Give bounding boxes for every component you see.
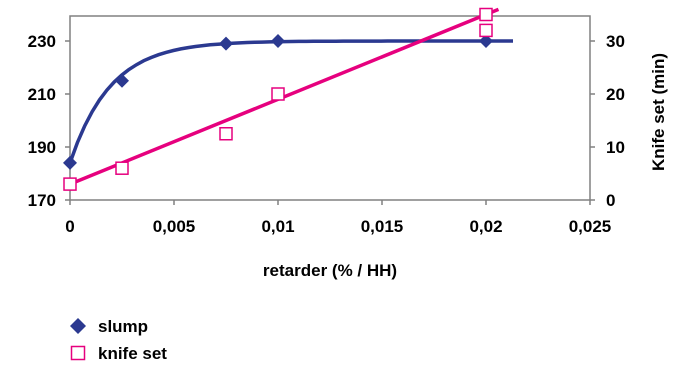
x-tick-label: 0,025 [569,217,612,236]
legend: slump knife set [70,317,167,363]
y-right-tick-label: 20 [606,85,625,104]
x-tick-label: 0,005 [153,217,196,236]
x-tick-label: 0,02 [469,217,502,236]
legend-knife-set-marker [70,345,86,361]
knife-set-point [63,177,77,191]
y-right-tick-label: 0 [606,191,615,210]
y-right-tick-label: 10 [606,138,625,157]
slump-point [63,155,77,170]
legend-slump-label: slump [98,317,148,336]
knife-set-point [479,7,493,22]
slump-point [271,34,285,48]
y-left-tick-label: 210 [28,85,56,104]
x-tick-label: 0,015 [361,217,404,236]
knife-set-point [219,127,233,141]
data-markers [63,7,493,191]
legend-slump-marker [70,318,86,334]
x-tick-label: 0 [65,217,74,236]
knife-set-point [271,87,285,101]
y-right-tick-labels: 0 10 20 30 [606,32,625,210]
y-right-tick-label: 30 [606,32,625,51]
slump-trendline [68,39,513,164]
plot-border [69,15,591,201]
y-left-tick-label: 170 [28,191,56,210]
slump-point [479,34,493,48]
y-left-tick-label: 230 [28,32,56,51]
knife-set-point [479,23,493,38]
y-left-tick-label: 190 [28,138,56,157]
legend-knife-set-label: knife set [98,344,167,363]
x-tick-labels: 0 0,005 0,01 0,015 0,02 0,025 [65,217,611,236]
slump-point [219,36,233,51]
slump-point [115,73,129,88]
plot-frame [65,15,595,205]
knife-set-point [115,161,129,175]
x-tick-label: 0,01 [261,217,294,236]
x-axis-title: retarder (% / HH) [263,261,397,280]
trend-lines [68,7,513,186]
y-left-tick-labels: 170 190 210 230 [28,32,56,210]
y-right-axis-title: Knife set (min) [649,53,668,171]
